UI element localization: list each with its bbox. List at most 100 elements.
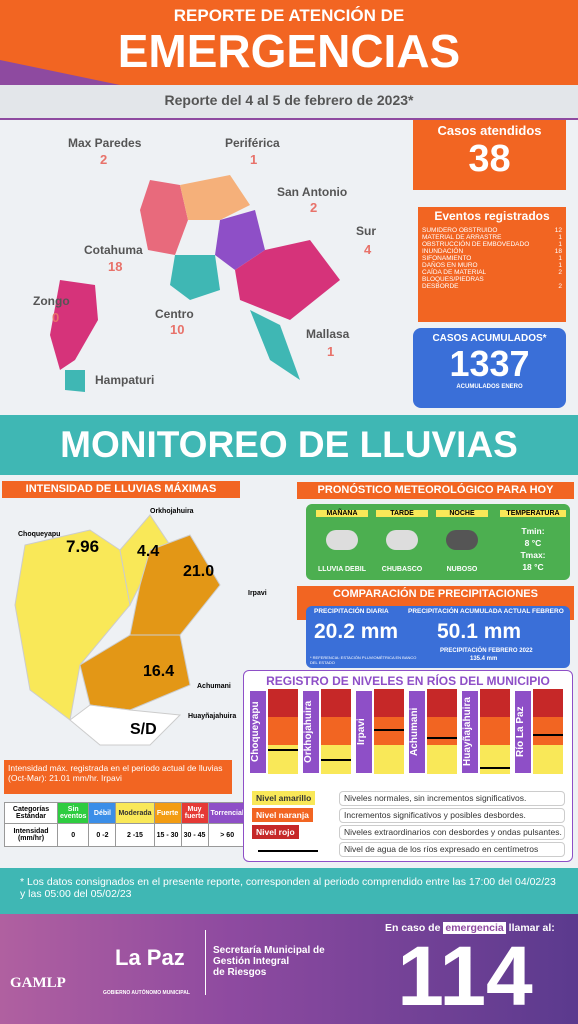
diaria: 20.2 mm [314, 620, 399, 643]
call-pre: En caso de [385, 922, 441, 934]
forecast-desc: LLUVIA DEBIL [318, 566, 366, 573]
legend-level: Nivel naranja [252, 808, 313, 822]
event-name: CAÍDA DE MATERIAL BLOQUES/PIEDRAS [422, 269, 486, 283]
water-level [427, 737, 457, 739]
event-row: DAÑOS EN MURO 1 [422, 262, 562, 269]
river-name: Orkhojahuira [303, 691, 319, 773]
table-cell: 30 - 45 [180, 823, 209, 847]
district-value: 1 [250, 152, 258, 167]
intensidad-title: INTENSIDAD DE LLUVIAS MÁXIMAS [2, 481, 240, 498]
table-row: Intensidad (mm/hr) 0 0 -2 2 -15 15 - 30 30 - … [4, 823, 247, 847]
forecast-head: MAÑANA [316, 510, 368, 517]
river-gauge [321, 689, 351, 774]
comparacion-box [306, 606, 570, 668]
event-name: INUNDACIÓN [422, 248, 464, 255]
acum: 50.1 mm [437, 620, 522, 643]
prev: 135.4 mm [470, 656, 498, 662]
event-count: 1 [558, 262, 562, 269]
point-value: 7.96 [66, 537, 100, 556]
table-cell: 2 -15 [115, 823, 155, 847]
sec3: de Riesgos [213, 967, 267, 978]
forecast-icon [446, 530, 478, 550]
event-row: SIFONAMIENTO 1 [422, 255, 562, 262]
eventos-title: Eventos registrados [434, 209, 550, 223]
header-bg [0, 0, 578, 85]
subtitle: Reporte del 4 al 5 de febrero de 2023* [164, 92, 414, 108]
event-row: OBSTRUCCIÓN DE EMBOVEDADO 1 [422, 241, 562, 248]
district-value: 4 [364, 242, 372, 257]
forecast-desc: CHUBASCO [381, 566, 423, 573]
table-cell: 0 [56, 823, 90, 847]
section-band [0, 415, 578, 475]
district-value: 2 [310, 200, 318, 215]
water-level [321, 759, 351, 761]
legend-desc: Incrementos significativos y posibles de… [339, 808, 565, 823]
prev-label: PRECIPITACIÓN FEBRERO 2022 [440, 648, 533, 654]
gamlp: GAMLP [10, 975, 66, 991]
acumulados-box: CASOS ACUMULADOS* 1337 ACUMULADOS ENERO [413, 328, 566, 408]
district-name: Max Paredes [68, 136, 142, 150]
section-title: MONITOREO DE LLUVIAS [60, 424, 518, 465]
district-name: Hampaturi [95, 373, 155, 387]
tmin: 8 °C [524, 538, 542, 548]
water-level [374, 729, 404, 731]
casos-value: 38 [468, 138, 511, 180]
point-name: Huayñajahuira [188, 713, 237, 720]
table-cell: Muy fuerte [180, 802, 209, 824]
table-cell: > 60 [207, 823, 247, 847]
river-gauge [480, 689, 510, 774]
point-value: S/D [130, 721, 157, 738]
tmax-label: Tmax: [520, 550, 546, 560]
event-count: 2 [558, 269, 562, 276]
temp-head: TEMPERATURA [500, 510, 566, 517]
district-value: 0 [52, 310, 60, 325]
district-value: 2 [100, 152, 108, 167]
table-cell: Fuerte [153, 802, 182, 824]
table-cell: 0 -2 [88, 823, 117, 847]
forecast-desc: NUBOSO [446, 566, 478, 573]
legend-level: Nivel rojo [252, 825, 299, 839]
river-gauge [268, 689, 298, 774]
river-gauge [533, 689, 563, 774]
table-cell: 15 - 30 [153, 823, 182, 847]
legend-desc: Niveles normales, sin incrementos signif… [339, 791, 565, 806]
event-row: INUNDACIÓN 18 [422, 248, 562, 255]
point-name: Orkhojahuira [150, 508, 194, 515]
emergency-number: 114 [397, 929, 533, 1023]
eventos-box: Eventos registrados SUMIDERO OBSTRUIDO 12… [418, 207, 566, 322]
pronostico-title: PRONÓSTICO METEOROLÓGICO PARA HOY [297, 482, 574, 499]
sec1: Secretaría Municipal de [213, 945, 325, 956]
table-cell: Moderada [115, 802, 155, 824]
river-gauge [374, 689, 404, 774]
acumulados-value: 1337 [449, 343, 530, 384]
point-value: 4.4 [137, 543, 160, 560]
acum-label: PRECIPITACIÓN ACUMULADA ACTUAL FEBRERO [408, 608, 564, 615]
legend-level: Nivel amarillo [252, 791, 316, 805]
point-value: 16.4 [143, 663, 175, 680]
header-shape [0, 60, 578, 120]
point-value: 21.0 [183, 563, 215, 580]
district-name: Mallasa [306, 327, 350, 341]
district-name: Cotahuma [84, 243, 143, 257]
lapaz: La Paz [115, 945, 185, 970]
event-row: MATERIAL DE ARRASTRE 1 [422, 234, 562, 241]
acumulados-label: CASOS ACUMULADOS* [432, 333, 547, 344]
water-level [533, 734, 563, 736]
forecast-icon [326, 530, 358, 550]
point-name: Achumani [197, 683, 231, 690]
call-post: llamar al: [508, 922, 555, 934]
event-name: SIFONAMIENTO [422, 255, 472, 262]
river-gauge [427, 689, 457, 774]
tmax: 18 °C [522, 562, 544, 572]
river-name: Achumani [409, 691, 425, 773]
district-name: Periférica [225, 136, 280, 150]
water-note: Nivel de agua de los ríos expresado en c… [339, 842, 565, 857]
table-cell: Torrencial [207, 802, 247, 824]
call-em: emergencia [443, 922, 506, 934]
event-row: SUMIDERO OBSTRUIDO 12 [422, 227, 562, 234]
intensidad-note: Intensidad máx. registrada en el periodo… [4, 760, 232, 794]
table-cell: Débil [88, 802, 117, 824]
divider [205, 930, 206, 995]
water-line-sample [258, 850, 318, 852]
